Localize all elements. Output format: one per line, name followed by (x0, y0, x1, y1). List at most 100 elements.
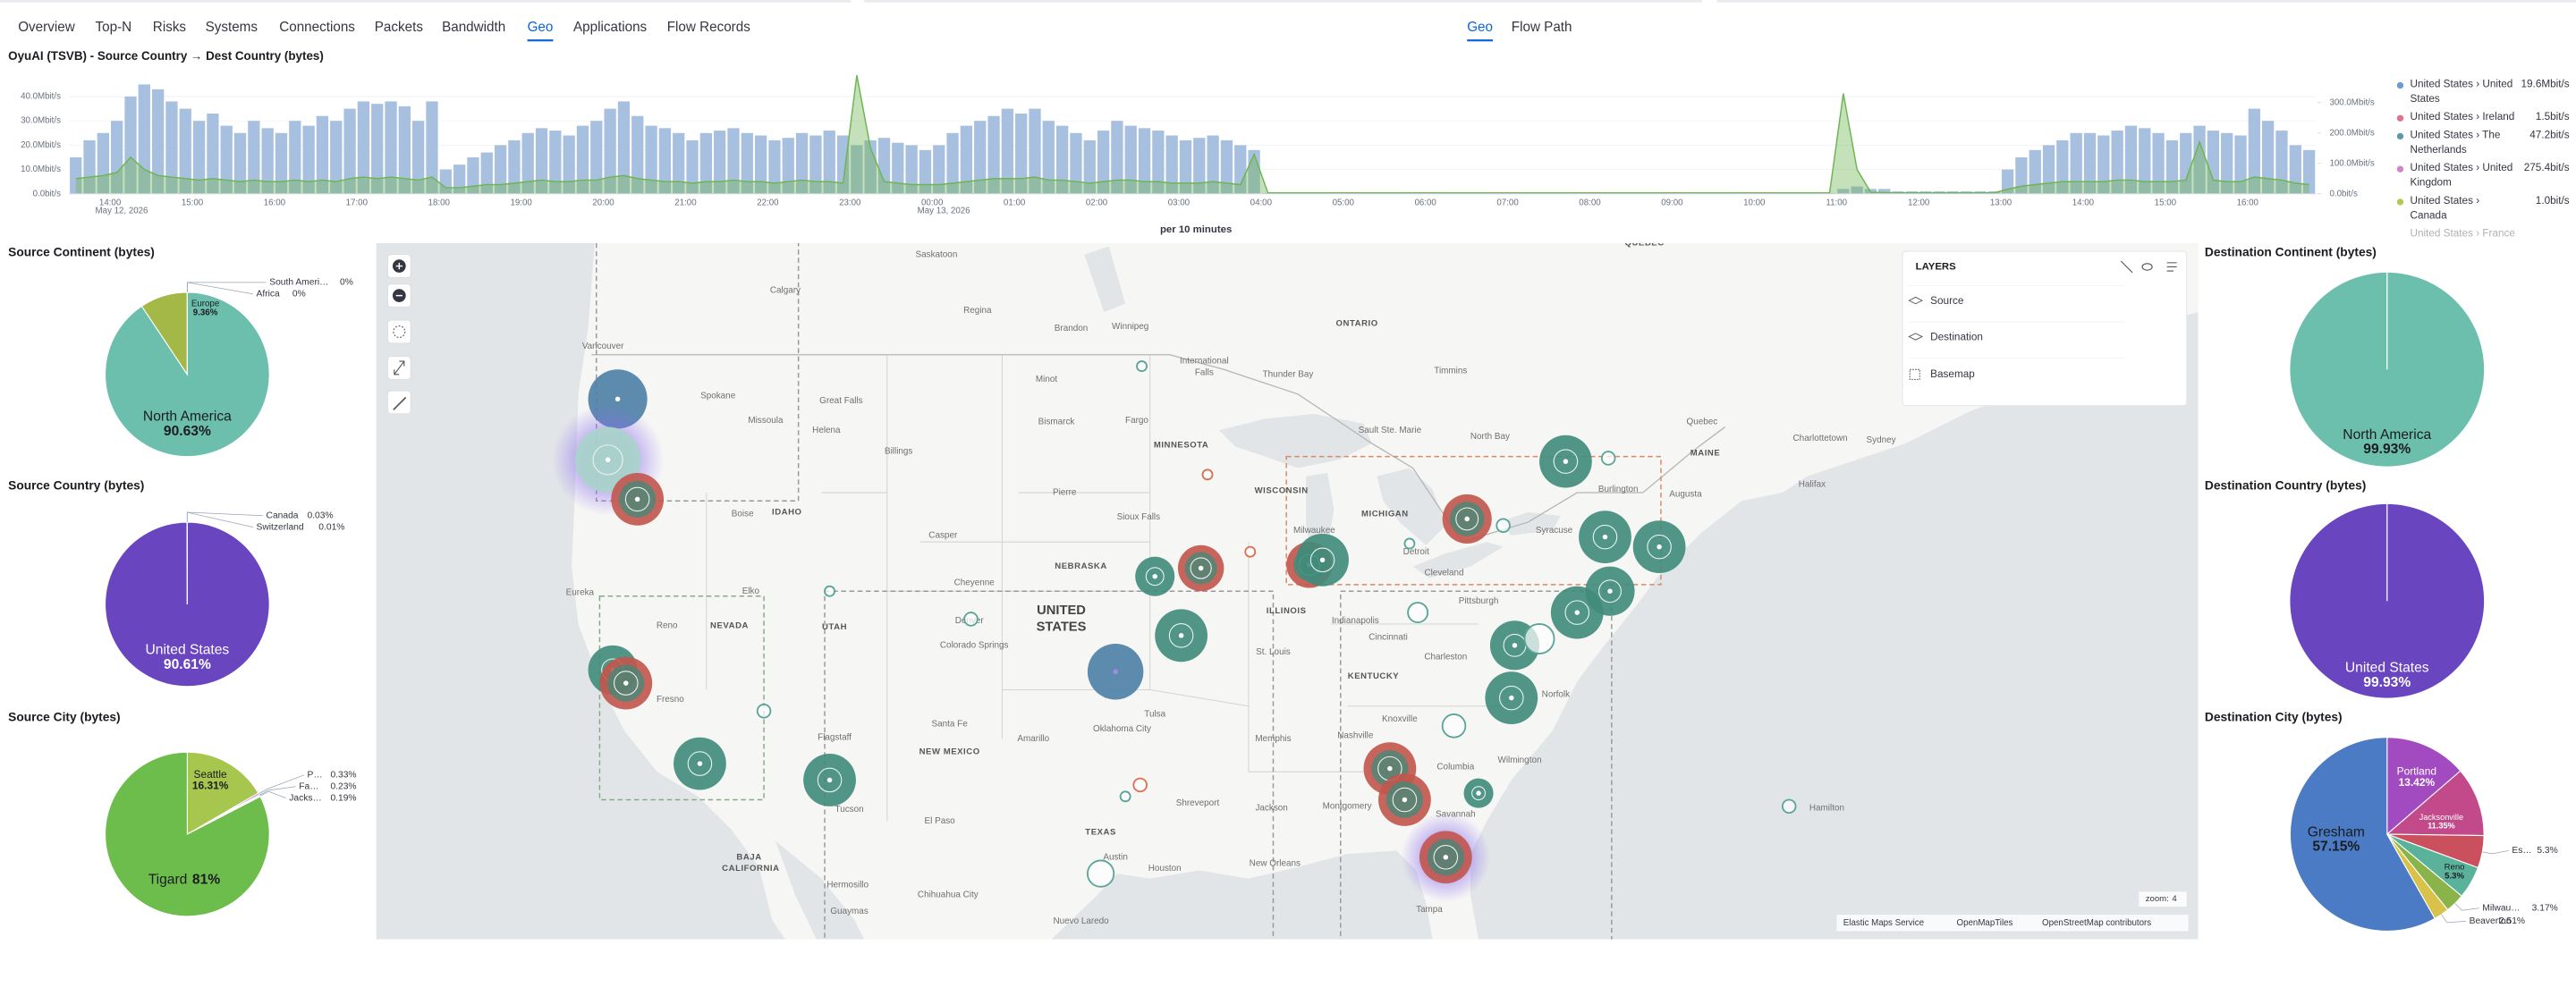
bar (83, 139, 96, 194)
map-label: Vancouver (582, 342, 624, 351)
nav-tab[interactable]: Risks (153, 20, 187, 35)
legend-entry[interactable]: United States › Canada 1.0bit/s (2395, 194, 2570, 224)
nav-tab[interactable]: Connections (279, 20, 355, 35)
map-label: Nuevo Laredo (1053, 916, 1109, 926)
map-label: Burlington (1598, 485, 1639, 494)
x-tick-label: 10:00 (1743, 198, 1766, 207)
bar (933, 145, 945, 194)
bar (302, 125, 315, 194)
marker-ring (1392, 787, 1418, 813)
nav-tab[interactable]: Geo (528, 20, 554, 35)
attribution-link[interactable]: Elastic Maps Service (1843, 918, 1924, 928)
legend-entry[interactable]: United States › United Kingdom 275.4bit/s (2395, 161, 2570, 190)
map-label: Boise (732, 510, 754, 519)
zoom-in[interactable] (387, 254, 411, 278)
layer-item[interactable]: Source (1930, 295, 1964, 307)
slice-label: Africa (257, 289, 281, 299)
layers-panel: LAYERS Source Destination Basemap (1902, 250, 2188, 407)
nav-tab[interactable]: Overview (18, 20, 75, 35)
leader-line (2454, 903, 2479, 911)
slice-label: North America (2343, 427, 2431, 443)
map-label: MAINE (1690, 448, 1721, 458)
map-label: Columbia (1436, 762, 1474, 772)
bar (2001, 169, 2014, 194)
nav-tab[interactable]: Flow Records (667, 20, 751, 35)
legend-name: United States › United States (2410, 79, 2513, 106)
attribution-link[interactable]: OpenMapTiles (1957, 918, 2013, 928)
legend-swatch (2397, 231, 2403, 237)
bar (892, 142, 904, 194)
bar (289, 121, 301, 194)
marker-ring (1598, 579, 1622, 604)
map: Saskatoon Regina Calgary Brandon Winnipeg Van… (376, 242, 2199, 940)
slice-value: 90.61% (164, 657, 211, 672)
fullscreen[interactable] (387, 356, 411, 380)
nav-tab[interactable]: Top-N (96, 20, 132, 35)
map-label: Charleston (1424, 652, 1467, 662)
bar (1152, 131, 1165, 194)
map-label: Montgomery (1323, 801, 1372, 811)
sub-tab[interactable]: Flow Path (1512, 20, 1572, 35)
slice-value: 99.93% (2363, 675, 2411, 690)
nav-tab[interactable]: Bandwidth (442, 20, 505, 35)
map-label: Charlottetown (1793, 434, 1848, 443)
panel-background (1902, 250, 2188, 407)
bar (590, 121, 603, 194)
marker-ring (817, 767, 843, 793)
marker-center (1402, 797, 1408, 803)
slice-value: 5.3% (2537, 846, 2557, 856)
nav-tab[interactable]: Packets (375, 20, 424, 35)
legend-entry[interactable]: United States › The Netherlands 47.2bit/s (2395, 128, 2570, 157)
slice-value: 13.42% (2399, 776, 2436, 789)
x-tick-label: 14:00 (99, 198, 122, 207)
bar (1070, 132, 1082, 194)
x-tick-label: 11:00 (1826, 198, 1847, 207)
slice-label: Europe (191, 299, 219, 308)
layer-item[interactable]: Basemap (1930, 368, 1975, 380)
bar (809, 135, 822, 194)
bar (2275, 131, 2288, 194)
bar (714, 131, 726, 194)
marker (1244, 545, 1257, 558)
bar (823, 131, 835, 194)
marker-ring (1190, 557, 1212, 579)
map-label: Missoula (748, 416, 784, 426)
y-tick-label: 30.0Mbit/s (21, 116, 61, 126)
marker-ring (624, 486, 650, 512)
bar (1029, 108, 1041, 194)
bar (111, 121, 123, 194)
layers-title: LAYERS (1916, 261, 1957, 272)
marker-center (1509, 695, 1514, 701)
attribution-link[interactable]: OpenStreetMap contributors (2042, 918, 2151, 928)
draw-tool[interactable] (387, 390, 411, 415)
bar (1083, 139, 1096, 194)
map-label: KENTUCKY (1348, 671, 1400, 681)
sub-tab[interactable]: Geo (1467, 20, 1493, 35)
legend-entry[interactable]: United States › Ireland 1.5bit/s (2395, 110, 2570, 125)
bar (179, 108, 191, 194)
bar (1001, 108, 1014, 194)
x-tick-label: 15:00 (2155, 198, 2177, 207)
legend-entry[interactable]: United States › United States 19.6Mbit/s (2395, 77, 2570, 106)
zoom-out[interactable] (387, 283, 411, 308)
bar (1851, 186, 1863, 194)
marker-center (1152, 573, 1157, 579)
slice-label: South Ameri… (269, 278, 328, 288)
legend-entry[interactable]: United States › France (2395, 226, 2570, 240)
marker-center (1443, 855, 1449, 860)
map-label: Jackson (1255, 803, 1287, 813)
nav-tab[interactable]: Applications (573, 20, 648, 35)
border (591, 354, 1725, 543)
bar (1015, 114, 1028, 194)
marker-center (1178, 633, 1184, 638)
map-label: Tucson (835, 805, 864, 815)
bar (124, 97, 137, 194)
layer-item[interactable]: Destination (1930, 332, 1983, 343)
map-label: Elko (742, 587, 760, 596)
nav-tab[interactable]: Systems (206, 20, 258, 35)
panel-icons[interactable] (2120, 260, 2177, 274)
map-label: Shreveport (1176, 798, 1220, 808)
bar (192, 121, 206, 194)
marker-center (1198, 565, 1204, 571)
reset-view[interactable] (387, 319, 411, 344)
